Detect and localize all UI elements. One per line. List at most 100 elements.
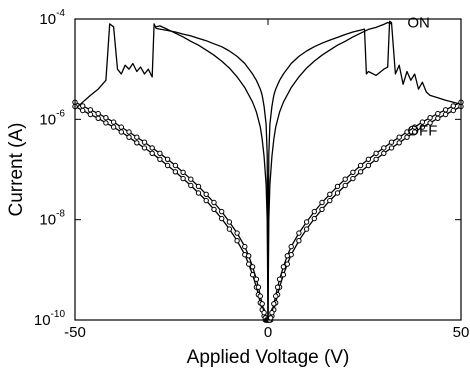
data-point	[334, 183, 341, 190]
data-point	[450, 107, 456, 114]
data-point	[203, 197, 209, 204]
y-tick-label: 10-10	[34, 309, 66, 329]
series-line	[267, 21, 392, 321]
data-point	[188, 176, 194, 182]
data-point	[149, 145, 155, 151]
data-point	[396, 140, 402, 146]
data-point	[419, 124, 426, 130]
data-point	[242, 243, 248, 250]
data-point	[259, 301, 265, 307]
data-point	[357, 162, 364, 169]
data-point	[388, 139, 395, 145]
annotation-off: OFF	[407, 122, 437, 139]
data-point	[365, 162, 372, 169]
data-point	[172, 169, 179, 175]
data-point	[296, 238, 302, 244]
data-point	[246, 261, 252, 267]
data-point	[110, 124, 117, 130]
data-point	[118, 129, 125, 135]
data-point	[442, 111, 449, 118]
data-point	[319, 206, 325, 213]
data-point	[253, 276, 260, 282]
data-point	[412, 129, 418, 135]
y-tick-label: 10-4	[39, 8, 65, 28]
data-point	[319, 199, 325, 206]
data-point	[271, 301, 277, 307]
data-point	[284, 253, 290, 259]
data-point	[412, 124, 418, 130]
data-point	[350, 175, 356, 182]
data-point	[110, 119, 117, 125]
data-point	[211, 199, 217, 206]
data-point	[126, 134, 132, 140]
data-point	[195, 190, 202, 196]
data-point	[303, 226, 310, 232]
data-point	[188, 182, 194, 189]
data-point	[284, 261, 290, 267]
data-point	[95, 115, 101, 122]
data-point	[427, 115, 433, 121]
data-point	[311, 208, 317, 215]
data-point	[157, 150, 163, 157]
data-point	[164, 162, 171, 169]
series-line	[74, 23, 269, 321]
labels-layer: -50 0 50 10-10 10-8 10-6 10-4 ON OFF	[34, 8, 469, 341]
data-point	[435, 110, 441, 117]
data-point	[288, 243, 294, 250]
data-point	[103, 120, 109, 126]
data-point	[141, 139, 148, 145]
data-point	[365, 156, 372, 163]
data-point	[404, 134, 410, 140]
series-layer	[72, 20, 464, 323]
data-point	[255, 284, 262, 290]
y-tick-label: 10-6	[39, 108, 65, 128]
data-point	[80, 103, 86, 109]
data-point	[249, 264, 256, 270]
data-point	[442, 107, 449, 113]
data-point	[450, 103, 456, 109]
data-point	[134, 140, 140, 146]
data-point	[234, 230, 240, 236]
data-point	[381, 150, 387, 157]
series-line	[267, 20, 462, 321]
data-point	[427, 120, 433, 126]
data-point	[274, 284, 281, 290]
data-point	[103, 115, 109, 121]
data-point	[149, 150, 155, 157]
data-point	[296, 230, 302, 236]
x-axis-title: Applied Voltage (V)	[187, 347, 350, 368]
x-tick-label: 50	[453, 324, 470, 341]
data-point	[327, 191, 333, 198]
data-point	[203, 191, 209, 198]
data-point	[80, 107, 86, 114]
data-point	[164, 156, 171, 163]
annotation-on: ON	[407, 15, 430, 32]
series-line	[155, 25, 269, 321]
data-point	[404, 129, 410, 135]
data-point	[172, 162, 179, 169]
data-point	[246, 253, 252, 259]
data-point	[373, 156, 379, 163]
data-point	[95, 110, 101, 117]
data-point	[435, 115, 441, 122]
data-point	[273, 293, 279, 299]
data-point	[373, 150, 379, 157]
data-point	[118, 124, 125, 130]
data-point	[350, 169, 356, 176]
data-point	[87, 107, 94, 113]
data-point	[87, 111, 94, 118]
data-point	[234, 238, 240, 244]
data-point	[280, 264, 287, 270]
x-tick-label: -50	[64, 324, 86, 341]
ticks-layer	[74, 18, 462, 321]
data-point	[342, 176, 348, 182]
x-tick-label: 0	[264, 324, 272, 341]
data-point	[219, 215, 225, 222]
data-point	[195, 183, 202, 190]
data-point	[388, 145, 395, 151]
data-point	[126, 129, 132, 135]
data-point	[226, 219, 233, 225]
y-axis-title: Current (A)	[6, 123, 27, 217]
data-point	[134, 134, 140, 140]
